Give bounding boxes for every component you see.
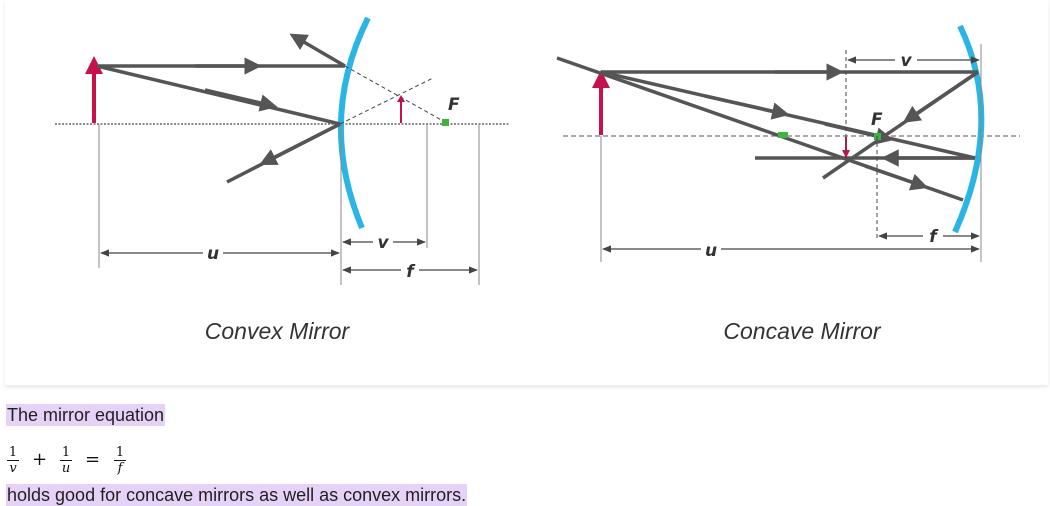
concave-v-label: v bbox=[900, 51, 912, 71]
convex-object-arrowhead bbox=[85, 56, 103, 74]
convex-caption: Convex Mirror bbox=[205, 318, 351, 344]
concave-focus-label: F bbox=[871, 110, 883, 130]
fraction-denominator: f bbox=[117, 461, 123, 476]
concave-f-label: f bbox=[929, 227, 939, 247]
figure-panel: F u v f Convex Mirror bbox=[5, 0, 1048, 385]
fraction-1-over-f: 1 f bbox=[113, 446, 127, 475]
ray-diagrams: F u v f Convex Mirror bbox=[55, 16, 1020, 344]
concave-center-point bbox=[778, 132, 788, 138]
convex-virtual-ray-1 bbox=[344, 65, 446, 123]
mirror-equation: 1 v + 1 u = 1 f bbox=[6, 446, 136, 476]
convex-focus-point bbox=[442, 119, 449, 126]
concave-ray-through-focus bbox=[600, 70, 976, 160]
concave-object-arrowhead bbox=[592, 70, 610, 88]
equals-sign: = bbox=[85, 449, 101, 470]
convex-focus-label: F bbox=[448, 95, 460, 115]
concave-caption: Concave Mirror bbox=[723, 318, 882, 344]
outro-text: holds good for concave mirrors as well a… bbox=[6, 484, 468, 506]
concave-u-label: u bbox=[705, 241, 717, 261]
fraction-1-over-v: 1 v bbox=[6, 446, 20, 475]
fraction-denominator: v bbox=[9, 461, 17, 476]
plus-sign: + bbox=[32, 449, 48, 470]
concave-diagram: F v f u Concave Mirror bbox=[556, 24, 1020, 344]
convex-virtual-ray-2 bbox=[339, 77, 434, 125]
convex-u-label: u bbox=[207, 244, 219, 264]
fraction-numerator: 1 bbox=[61, 445, 71, 460]
fraction-numerator: 1 bbox=[8, 445, 18, 460]
convex-ray-to-pole bbox=[96, 64, 341, 126]
concave-mirror bbox=[952, 24, 985, 234]
convex-mirror bbox=[337, 16, 371, 230]
fraction-denominator: u bbox=[61, 461, 71, 476]
convex-ray-reflected-1 bbox=[289, 33, 346, 68]
intro-text: The mirror equation bbox=[6, 404, 166, 426]
convex-diagram: F u v f Convex Mirror bbox=[55, 16, 510, 344]
fraction-numerator: 1 bbox=[115, 445, 125, 460]
convex-f-label: f bbox=[406, 262, 416, 282]
fraction-1-over-u: 1 u bbox=[59, 446, 73, 475]
convex-v-label: v bbox=[377, 233, 389, 253]
